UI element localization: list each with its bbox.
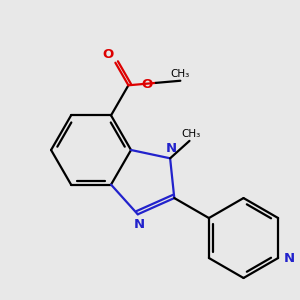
Text: N: N — [283, 251, 295, 265]
Text: O: O — [103, 48, 114, 61]
Text: CH₃: CH₃ — [171, 69, 190, 79]
Text: CH₃: CH₃ — [181, 129, 201, 139]
Text: O: O — [141, 78, 152, 91]
Text: N: N — [166, 142, 177, 155]
Text: N: N — [134, 218, 145, 231]
